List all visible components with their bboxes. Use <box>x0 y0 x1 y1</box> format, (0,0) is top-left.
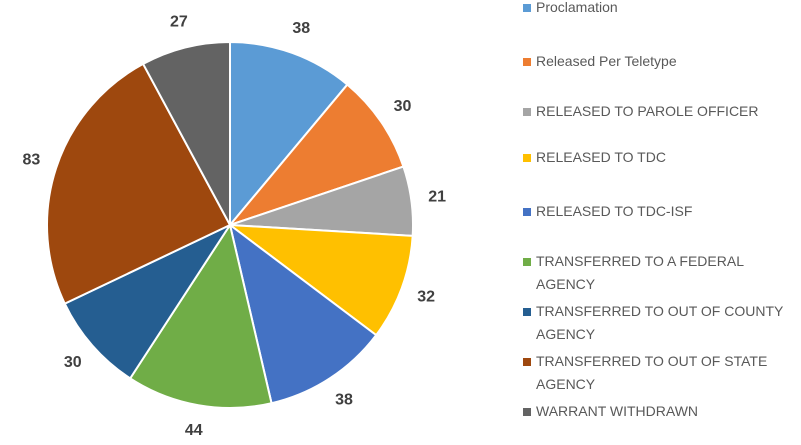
legend-swatch <box>523 4 531 12</box>
data-label: 27 <box>170 14 188 31</box>
data-label: 38 <box>335 391 353 408</box>
data-label: 32 <box>417 288 435 305</box>
legend-label: RELEASED TO TDC-ISF <box>536 203 693 219</box>
legend-swatch <box>523 408 531 416</box>
legend-swatch <box>523 258 531 266</box>
legend-swatch <box>523 58 531 66</box>
legend-item: TRANSFERRED TO A FEDERAL AGENCY <box>523 250 785 296</box>
pie-slice <box>226 83 405 228</box>
legend-label: WARRANT WITHDRAWN <box>536 403 699 419</box>
legend-label: Proclamation <box>536 0 618 15</box>
legend-item: RELEASED TO PAROLE OFFICER <box>523 100 785 123</box>
data-label: 21 <box>428 189 446 206</box>
legend-label: TRANSFERRED TO OUT OF COUNTY AGENCY <box>536 303 784 342</box>
legend-item: TRANSFERRED TO OUT OF STATE AGENCY <box>523 350 785 396</box>
data-label: 30 <box>394 98 412 115</box>
legend-item: Released Per Teletype <box>523 50 785 73</box>
pie-slice <box>229 40 349 228</box>
pie-slice <box>141 40 231 226</box>
pie-slice <box>226 223 414 337</box>
legend-item: Proclamation <box>523 0 785 19</box>
pie-slice <box>228 222 378 405</box>
data-label: 38 <box>292 20 310 37</box>
legend-item: TRANSFERRED TO OUT OF COUNTY AGENCY <box>523 300 785 346</box>
pie-slice <box>128 222 273 409</box>
data-label: 30 <box>64 354 82 371</box>
legend-swatch <box>523 308 531 316</box>
legend-swatch <box>523 108 531 116</box>
legend-item: WARRANT WITHDRAWN <box>523 400 785 423</box>
legend-item: RELEASED TO TDC <box>523 146 785 169</box>
pie-slice <box>63 222 233 380</box>
legend-label: TRANSFERRED TO OUT OF STATE AGENCY <box>536 353 768 392</box>
legend-swatch <box>523 208 531 216</box>
legend-label: TRANSFERRED TO A FEDERAL AGENCY <box>536 253 744 292</box>
data-label: 44 <box>185 422 203 439</box>
legend-label: RELEASED TO TDC <box>536 149 666 165</box>
legend-item: RELEASED TO TDC-ISF <box>523 200 785 223</box>
legend-swatch <box>523 154 531 162</box>
legend-label: Released Per Teletype <box>536 53 677 69</box>
legend-label: RELEASED TO PAROLE OFFICER <box>536 103 759 119</box>
data-label: 83 <box>22 151 40 168</box>
pie-slice <box>46 62 232 305</box>
legend-swatch <box>523 358 531 366</box>
